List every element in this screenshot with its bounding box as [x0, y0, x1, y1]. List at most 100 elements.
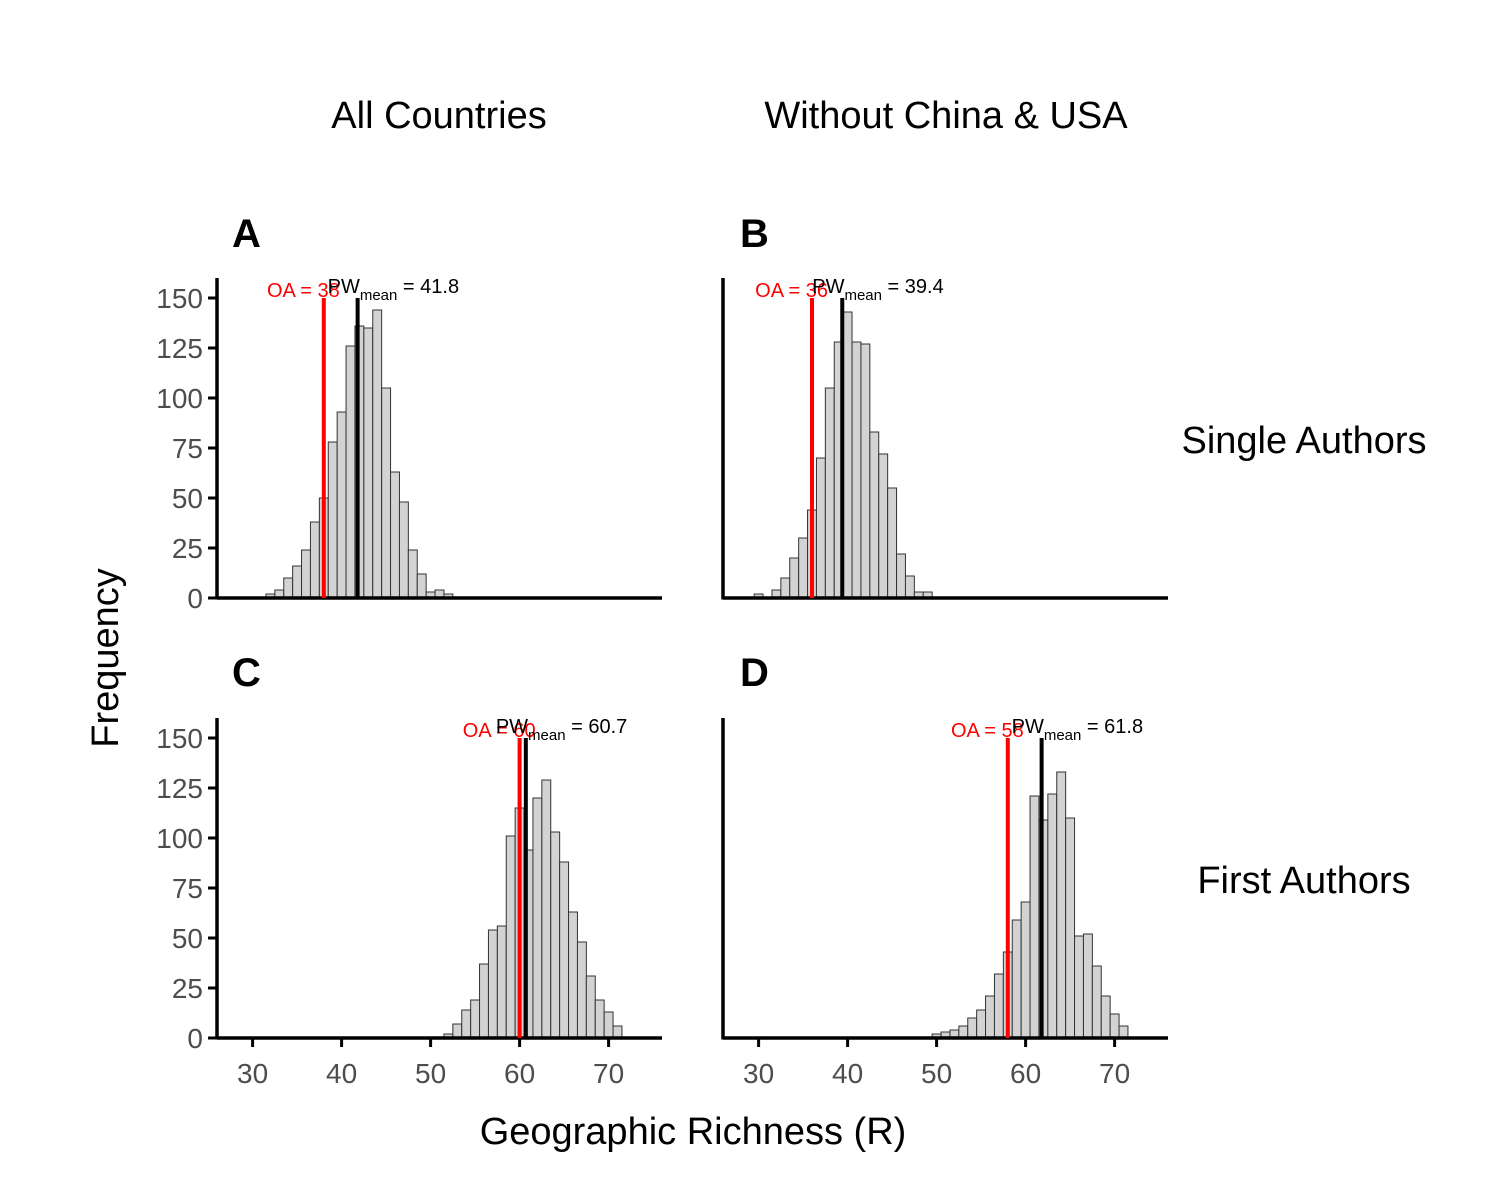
histogram-bar [461, 1009, 472, 1039]
histogram-bar [869, 431, 880, 599]
histogram-bar [1082, 933, 1093, 1039]
histogram-bar [860, 343, 871, 599]
x-tick-label: 50 [921, 1058, 952, 1089]
y-tick-label: 50 [172, 483, 203, 514]
observed-label: OA = 36 [755, 280, 828, 302]
y-tick-label: 125 [156, 773, 203, 804]
x-tick-label: 30 [237, 1058, 268, 1089]
y-tick-label: 75 [172, 433, 203, 464]
y-tick-label: 50 [172, 923, 203, 954]
histogram-bar [1100, 995, 1111, 1039]
histogram-bar [976, 1009, 987, 1039]
histogram-bar [967, 1017, 978, 1039]
observed-label: OA = 38 [267, 280, 340, 302]
histogram-bar [532, 797, 543, 1039]
y-tick-label: 100 [156, 383, 203, 414]
x-tick-label: 70 [1099, 1058, 1130, 1089]
histogram-bar [1109, 1013, 1120, 1039]
histogram-bar [327, 441, 338, 599]
mean-label: PWmean = 39.4 [812, 276, 943, 304]
panel-letter: C [232, 651, 261, 695]
histogram-bar [878, 453, 889, 599]
x-tick-label: 30 [743, 1058, 774, 1089]
panel-letter: B [740, 212, 769, 256]
x-tick-label: 70 [593, 1058, 624, 1089]
histogram-bar [292, 565, 303, 599]
y-tick-label: 25 [172, 533, 203, 564]
y-tick-label: 0 [187, 583, 203, 614]
histogram-bar [452, 1023, 463, 1039]
histogram-bar [904, 575, 915, 599]
y-tick-label: 150 [156, 283, 203, 314]
column-title-all-countries: All Countries [331, 95, 546, 137]
observed-label: OA = 60 [463, 720, 536, 742]
histogram-bar [487, 929, 498, 1039]
histogram-bar [550, 831, 561, 1039]
row-title-first-authors: First Authors [1197, 860, 1410, 902]
y-tick-label: 150 [156, 723, 203, 754]
histogram-bar [1074, 935, 1084, 1039]
histogram-bar [541, 779, 552, 1039]
y-tick-label: 100 [156, 823, 203, 854]
observed-label: OA = 58 [951, 720, 1024, 742]
histogram-bar [416, 573, 427, 599]
histogram-bar [568, 911, 578, 1039]
histogram-bar [1020, 901, 1031, 1039]
histogram-bar [1047, 793, 1058, 1039]
histogram-bar [363, 327, 374, 599]
mean-label: PWmean = 60.7 [496, 716, 627, 744]
y-tick-label: 125 [156, 333, 203, 364]
histogram-bar [1118, 1025, 1129, 1039]
column-title-without-china-usa: Without China & USA [764, 95, 1128, 137]
histogram-bar [612, 1025, 623, 1039]
x-tick-label: 60 [504, 1058, 535, 1089]
histogram-bar [1065, 817, 1076, 1039]
histogram-bar [559, 861, 570, 1039]
histogram-bar [887, 487, 898, 599]
histogram-bar [824, 387, 835, 599]
row-title-single-authors: Single Authors [1181, 420, 1426, 462]
y-tick-label: 0 [187, 1023, 203, 1054]
histogram-bar [896, 553, 906, 599]
histogram-bar [345, 345, 356, 599]
histogram-bar [496, 925, 507, 1039]
histogram-bar [336, 411, 347, 599]
histogram-bar [372, 309, 383, 599]
x-tick-label: 40 [326, 1058, 357, 1089]
histogram-bar [842, 311, 853, 599]
histogram-bar [381, 387, 392, 599]
histogram-bar [407, 549, 418, 599]
histogram-bar [479, 963, 489, 1039]
histogram-bar [851, 341, 862, 599]
panel-c: C 0 25 50 75 100 125 150 30 40 50 60 70 OA = 60PWmean… [156, 651, 662, 1089]
mean-label: PWmean = 41.8 [328, 276, 459, 304]
histogram-bar [301, 549, 311, 599]
histogram-bar [585, 975, 596, 1039]
y-axis-title: Frequency [85, 568, 127, 748]
x-axis-title: Geographic Richness (R) [480, 1111, 907, 1153]
histogram-bar [798, 537, 809, 599]
histogram-bar [576, 941, 587, 1039]
histogram-bar [505, 835, 516, 1039]
histogram-bar [309, 521, 320, 599]
histogram-bar [398, 501, 409, 599]
mean-label: PWmean = 61.8 [1012, 716, 1143, 744]
y-tick-label: 75 [172, 873, 203, 904]
histogram-bar [283, 577, 294, 599]
histogram-bar [603, 1011, 614, 1039]
histogram-bar [390, 471, 400, 599]
histogram-bar [1011, 919, 1022, 1039]
histogram-bar [594, 999, 605, 1039]
histogram-bar [958, 1025, 969, 1039]
histogram-bar [789, 557, 800, 599]
panel-letter: D [740, 651, 769, 695]
y-tick-label: 25 [172, 973, 203, 1004]
histogram-bar [470, 999, 481, 1039]
histogram-bar [1029, 795, 1040, 1039]
histogram-bar [985, 995, 995, 1039]
